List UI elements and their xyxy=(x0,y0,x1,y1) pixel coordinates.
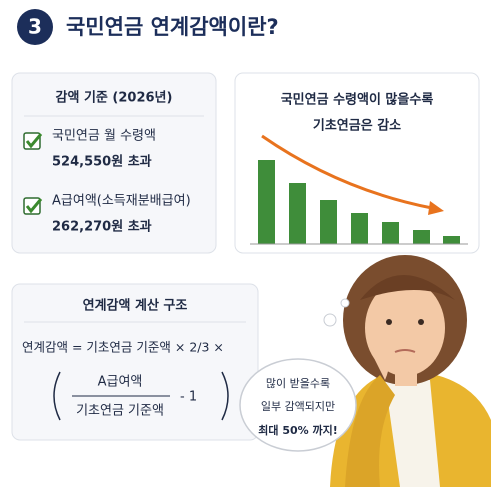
woman-illustration xyxy=(330,255,491,487)
criteria-title: 감액 기준 (2026년) xyxy=(56,91,173,106)
trend-text: 기초연금은 감소 xyxy=(313,119,401,134)
formula-card xyxy=(11,283,259,441)
arrow-head xyxy=(428,201,444,215)
criteria-value: 524,550원 초과 xyxy=(52,155,152,170)
decorative-bars xyxy=(258,160,460,244)
bubble-text: 일부 감액되지만 xyxy=(261,399,335,413)
number-badge xyxy=(17,9,53,45)
bubble-text: 최대 50% 까지! xyxy=(258,423,338,437)
criteria-label: 국민연금 월 수령액 xyxy=(52,129,156,144)
denominator: 기초연금 기준액 xyxy=(76,404,164,419)
numerator: A급여액 xyxy=(98,375,143,390)
criteria-card xyxy=(11,72,217,254)
criteria-label: A급여액(소득재분배급여) xyxy=(52,194,191,209)
checkbox xyxy=(23,132,43,150)
thought-dot xyxy=(340,298,350,308)
speech-bubble xyxy=(239,358,357,452)
thought-dot xyxy=(323,313,337,327)
trend-text: 국민연금 수령액이 많을수록 xyxy=(281,92,434,108)
page-title: 국민연금 연계감액이란? xyxy=(66,15,279,39)
trend-arrow xyxy=(261,134,433,210)
minus-one: - 1 xyxy=(180,390,197,405)
paren xyxy=(221,371,229,421)
formula-title: 연계감액 계산 구조 xyxy=(83,298,188,314)
criteria-value: 262,270원 초과 xyxy=(52,220,152,235)
badge-number: 3 xyxy=(28,15,42,39)
bubble-text: 많이 받을수록 xyxy=(266,377,330,390)
formula-expression: 연계감액 = 기초연금 기준액 × 2/3 × xyxy=(22,340,224,355)
checkbox xyxy=(23,197,43,215)
paren xyxy=(53,371,61,421)
